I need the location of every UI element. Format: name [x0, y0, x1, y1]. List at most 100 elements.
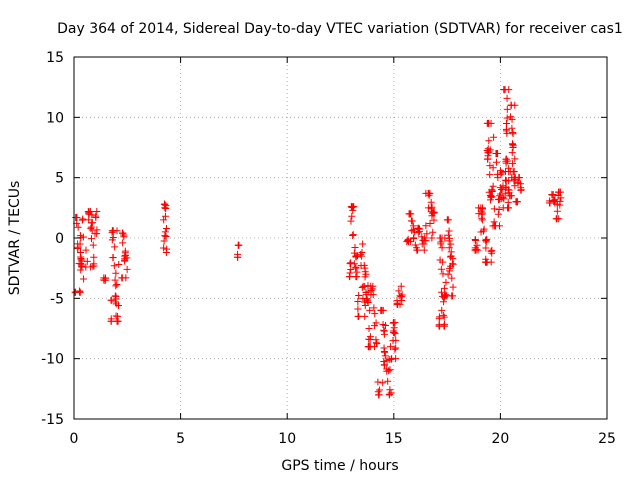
- data-point: [358, 248, 366, 256]
- data-point: [161, 228, 169, 236]
- data-point: [107, 317, 115, 325]
- data-point: [82, 246, 90, 254]
- data-point: [429, 209, 437, 217]
- data-point: [354, 298, 362, 306]
- data-point: [420, 246, 428, 254]
- data-point: [483, 235, 491, 243]
- data-point: [435, 322, 443, 330]
- data-point: [349, 203, 357, 211]
- data-point: [424, 204, 432, 212]
- data-point: [362, 289, 370, 297]
- data-point: [447, 240, 455, 248]
- data-point: [487, 192, 495, 200]
- data-point: [494, 210, 502, 218]
- data-point: [389, 319, 397, 327]
- data-point: [383, 357, 391, 365]
- data-point: [509, 142, 517, 150]
- data-point: [486, 196, 494, 204]
- data-point: [440, 298, 448, 306]
- data-point: [440, 284, 448, 292]
- data-point: [441, 292, 449, 300]
- data-point: [493, 170, 501, 178]
- data-point: [471, 246, 479, 254]
- data-point: [368, 285, 376, 293]
- data-point: [87, 224, 95, 232]
- data-point: [88, 219, 96, 227]
- data-point: [381, 352, 389, 360]
- data-point: [360, 261, 368, 269]
- data-point: [553, 207, 561, 215]
- data-point: [120, 231, 128, 239]
- data-point: [367, 287, 375, 295]
- data-point: [448, 260, 456, 268]
- y-tick-label: -5: [50, 291, 64, 307]
- data-point: [372, 319, 380, 327]
- data-point: [444, 270, 452, 278]
- data-point: [113, 280, 121, 288]
- data-point: [82, 263, 90, 271]
- data-point: [419, 236, 427, 244]
- data-point: [427, 198, 435, 206]
- y-tick-label: 0: [55, 231, 64, 247]
- data-point: [123, 265, 131, 273]
- data-point: [555, 188, 563, 196]
- data-point: [88, 211, 96, 219]
- data-point: [501, 190, 509, 198]
- data-point: [445, 227, 453, 235]
- data-point: [366, 333, 374, 341]
- data-point: [449, 292, 457, 300]
- y-tick-label: 5: [55, 171, 64, 187]
- data-point: [515, 174, 523, 182]
- grid-lines: [74, 57, 607, 419]
- data-point: [498, 169, 506, 177]
- data-point: [362, 270, 370, 278]
- data-point: [412, 244, 420, 252]
- data-point: [492, 158, 500, 166]
- data-point: [79, 215, 87, 223]
- data-point: [391, 345, 399, 353]
- data-point: [89, 241, 97, 249]
- data-point: [162, 224, 170, 232]
- data-point: [430, 216, 438, 224]
- data-point: [349, 231, 357, 239]
- y-tick-label: -10: [41, 352, 64, 368]
- data-point: [507, 113, 515, 121]
- data-point: [435, 315, 443, 323]
- data-point: [115, 261, 123, 269]
- data-point: [345, 273, 353, 281]
- data-point: [398, 297, 406, 305]
- data-point: [376, 386, 384, 394]
- data-point: [379, 379, 387, 387]
- data-point: [549, 191, 557, 199]
- data-point: [517, 186, 525, 194]
- data-point: [88, 235, 96, 243]
- data-point: [490, 205, 498, 213]
- data-point: [438, 244, 446, 252]
- data-point: [111, 276, 119, 284]
- data-point: [444, 216, 452, 224]
- data-point: [397, 282, 405, 290]
- data-point: [161, 200, 169, 208]
- data-point: [503, 105, 511, 113]
- data-point: [388, 355, 396, 363]
- data-point: [488, 246, 496, 254]
- data-point: [350, 260, 358, 268]
- data-point: [121, 255, 129, 263]
- data-point: [384, 377, 392, 385]
- data-point: [442, 278, 450, 286]
- data-point: [361, 312, 369, 320]
- y-tick-label: 15: [46, 50, 64, 66]
- data-point: [160, 216, 168, 224]
- x-tick-label: 20: [491, 431, 509, 447]
- data-point: [444, 231, 452, 239]
- data-point: [121, 249, 129, 257]
- data-point: [408, 217, 416, 225]
- data-point: [423, 230, 431, 238]
- data-point: [503, 114, 511, 122]
- data-point: [365, 343, 373, 351]
- data-point: [478, 210, 486, 218]
- data-point: [111, 243, 119, 251]
- data-point: [485, 188, 493, 196]
- data-point: [426, 220, 434, 228]
- data-point: [363, 297, 371, 305]
